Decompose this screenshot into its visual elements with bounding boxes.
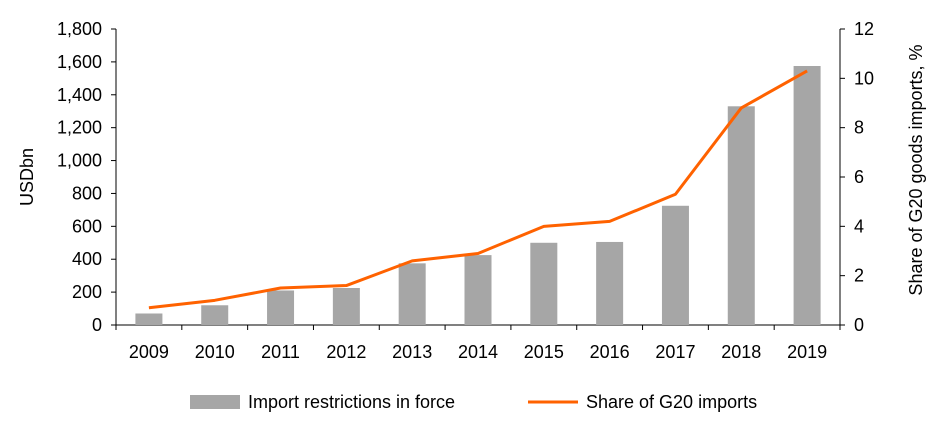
bar (267, 290, 295, 325)
x-axis-ticks: 2009 2010 2011 2012 2013 2014 2015 2016 2017 2018… (115, 325, 841, 362)
right-tick-label: 8 (854, 118, 864, 138)
bar (530, 242, 558, 325)
left-tick-label: 800 (72, 183, 102, 203)
left-tick-label: 400 (72, 249, 102, 269)
left-tick-label: 1,200 (57, 118, 102, 138)
left-axis-ticks: 0 200 400 600 800 1,000 1,200 1,400 1,600 1,800 (57, 19, 116, 335)
right-axis-title: Share of G20 goods imports, % (906, 44, 926, 295)
left-tick-label: 1,800 (57, 19, 102, 39)
bar (793, 66, 821, 325)
right-tick-label: 6 (854, 167, 864, 187)
bar (727, 106, 755, 326)
right-tick-label: 10 (854, 68, 874, 88)
legend-line-label: Share of G20 imports (586, 392, 757, 412)
x-tick-label: 2009 (129, 342, 169, 362)
left-tick-label: 600 (72, 216, 102, 236)
left-tick-label: 1,400 (57, 85, 102, 105)
x-tick-label: 2015 (524, 342, 564, 362)
bar (661, 205, 689, 325)
legend: Import restrictions in force Share of G2… (190, 392, 757, 412)
x-tick-label: 2016 (590, 342, 630, 362)
right-tick-label: 2 (854, 266, 864, 286)
x-tick-label: 2019 (787, 342, 827, 362)
bar (332, 288, 360, 325)
x-tick-label: 2012 (326, 342, 366, 362)
right-axis-ticks: 0 2 4 6 8 10 12 (840, 19, 874, 335)
x-tick-label: 2013 (392, 342, 432, 362)
x-tick-label: 2017 (655, 342, 695, 362)
bar (464, 255, 492, 325)
line-series (148, 69, 808, 310)
right-tick-label: 4 (854, 216, 864, 236)
left-tick-label: 200 (72, 282, 102, 302)
x-tick-label: 2010 (195, 342, 235, 362)
x-tick-label: 2014 (458, 342, 498, 362)
legend-bar-label: Import restrictions in force (248, 392, 455, 412)
left-axis-title: USDbn (17, 148, 37, 206)
right-tick-label: 0 (854, 315, 864, 335)
left-tick-label: 1,000 (57, 151, 102, 171)
legend-bar-swatch (190, 395, 240, 409)
x-tick-label: 2011 (261, 342, 300, 362)
bar (135, 313, 163, 325)
right-tick-label: 12 (854, 19, 874, 39)
x-tick-label: 2018 (721, 342, 761, 362)
left-tick-label: 1,600 (57, 52, 102, 72)
bar (398, 263, 426, 325)
bar (596, 241, 624, 325)
left-tick-label: 0 (92, 315, 102, 335)
bar (201, 305, 229, 325)
bar-series (135, 66, 821, 326)
